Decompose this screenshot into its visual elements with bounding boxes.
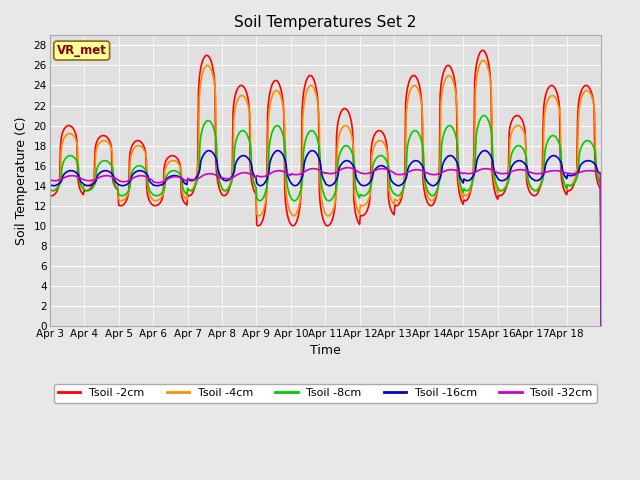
Text: VR_met: VR_met: [57, 44, 107, 57]
Tsoil -16cm: [212, 155, 220, 161]
Tsoil -8cm: [260, 193, 268, 199]
Tsoil -16cm: [413, 158, 421, 164]
Tsoil -8cm: [597, 323, 605, 329]
Tsoil -8cm: [111, 180, 118, 186]
Tsoil -2cm: [597, 323, 605, 329]
Line: Tsoil -32cm: Tsoil -32cm: [49, 168, 601, 326]
Tsoil -16cm: [597, 323, 605, 329]
Tsoil -16cm: [111, 177, 118, 182]
Tsoil -4cm: [382, 145, 390, 151]
Tsoil -2cm: [45, 192, 53, 198]
Tsoil -32cm: [239, 170, 247, 176]
Title: Soil Temperatures Set 2: Soil Temperatures Set 2: [234, 15, 417, 30]
Line: Tsoil -8cm: Tsoil -8cm: [49, 116, 601, 326]
Tsoil -16cm: [45, 181, 53, 187]
Tsoil -32cm: [260, 174, 268, 180]
Tsoil -4cm: [597, 323, 605, 329]
Legend: Tsoil -2cm, Tsoil -4cm, Tsoil -8cm, Tsoil -16cm, Tsoil -32cm: Tsoil -2cm, Tsoil -4cm, Tsoil -8cm, Tsoi…: [54, 384, 597, 403]
Tsoil -2cm: [239, 84, 247, 89]
Line: Tsoil -16cm: Tsoil -16cm: [49, 151, 601, 326]
Tsoil -32cm: [597, 323, 605, 329]
Tsoil -32cm: [344, 165, 352, 170]
Tsoil -32cm: [212, 172, 220, 178]
Tsoil -4cm: [479, 58, 487, 63]
Line: Tsoil -4cm: Tsoil -4cm: [49, 60, 601, 326]
Tsoil -16cm: [260, 181, 268, 187]
Tsoil -4cm: [260, 206, 268, 212]
Tsoil -8cm: [413, 129, 421, 134]
Tsoil -8cm: [239, 128, 247, 133]
Tsoil -16cm: [239, 153, 247, 158]
Tsoil -8cm: [480, 113, 488, 119]
Tsoil -16cm: [481, 148, 488, 154]
Tsoil -32cm: [111, 175, 118, 180]
Tsoil -4cm: [212, 96, 220, 102]
Line: Tsoil -2cm: Tsoil -2cm: [49, 50, 601, 326]
Tsoil -4cm: [111, 176, 118, 182]
Tsoil -2cm: [111, 182, 118, 188]
Tsoil -8cm: [212, 134, 220, 140]
Tsoil -32cm: [414, 167, 422, 173]
X-axis label: Time: Time: [310, 344, 341, 358]
Y-axis label: Soil Temperature (C): Soil Temperature (C): [15, 117, 28, 245]
Tsoil -2cm: [260, 213, 268, 219]
Tsoil -32cm: [45, 177, 53, 183]
Tsoil -2cm: [382, 139, 390, 144]
Tsoil -4cm: [413, 84, 421, 90]
Tsoil -4cm: [45, 187, 53, 192]
Tsoil -16cm: [382, 165, 390, 171]
Tsoil -32cm: [383, 167, 391, 172]
Tsoil -2cm: [413, 76, 421, 82]
Tsoil -8cm: [45, 186, 53, 192]
Tsoil -4cm: [239, 93, 247, 98]
Tsoil -2cm: [479, 48, 486, 53]
Tsoil -8cm: [382, 157, 390, 163]
Tsoil -2cm: [212, 156, 220, 162]
